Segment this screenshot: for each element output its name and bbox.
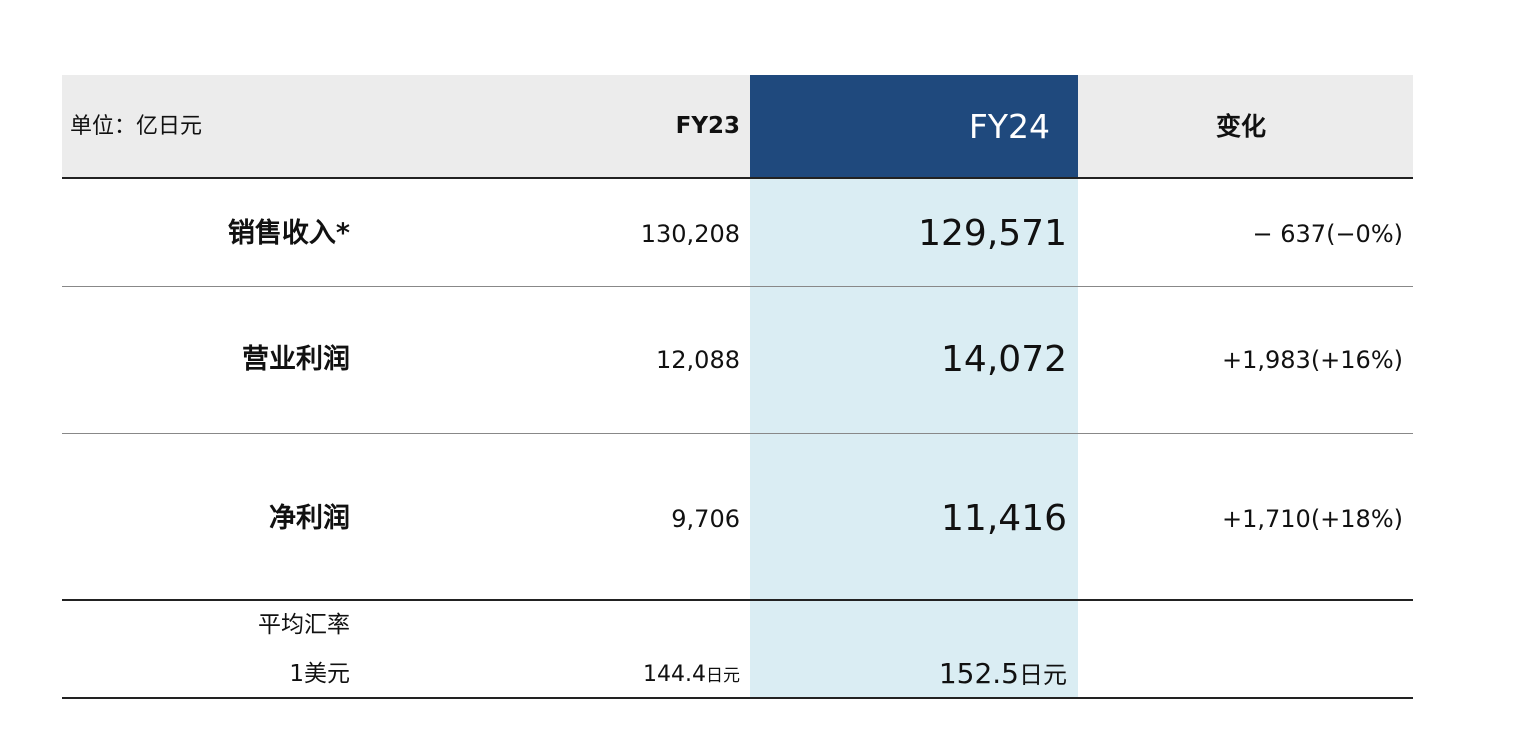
fx-label: 平均汇率 <box>258 612 350 638</box>
fx-label: 1美元 <box>289 661 350 687</box>
change-value: +1,983(+16%) <box>1222 346 1403 374</box>
rule <box>62 286 1413 287</box>
fx-value: 152.5 <box>938 657 1019 690</box>
fy23-value: 12,088 <box>656 346 740 374</box>
row-label: 净利润 <box>269 503 350 534</box>
fy23-value: 130,208 <box>640 220 740 248</box>
rule <box>62 433 1413 434</box>
column-header: 变化 <box>1216 112 1267 141</box>
fy23-value: 9,706 <box>671 505 740 533</box>
fy24-value: 129,571 <box>918 213 1067 254</box>
fy24-column-bg <box>750 178 1078 698</box>
header-bg <box>62 75 1413 178</box>
column-header: FY23 <box>675 113 740 139</box>
change-value: − 637(−0%) <box>1252 220 1403 248</box>
rule <box>62 177 1413 179</box>
fx-value: 144.4 <box>643 662 706 687</box>
fx-unit: 日元 <box>1019 661 1067 689</box>
column-header: FY24 <box>968 107 1050 146</box>
fy24-header-bg <box>750 75 1078 178</box>
unit-label: 单位：亿日元 <box>70 114 203 139</box>
fx-fy23: 144.4日元 <box>643 664 740 686</box>
rule <box>62 599 1413 601</box>
rule <box>62 697 1413 699</box>
row-label: 营业利润 <box>242 344 350 375</box>
fy24-value: 11,416 <box>941 498 1067 539</box>
change-value: +1,710(+18%) <box>1222 505 1403 533</box>
row-label: 销售收入* <box>227 218 350 249</box>
fx-unit: 日元 <box>706 666 740 686</box>
fy24-value: 14,072 <box>941 339 1067 380</box>
fx-fy24: 152.5日元 <box>939 660 1067 688</box>
